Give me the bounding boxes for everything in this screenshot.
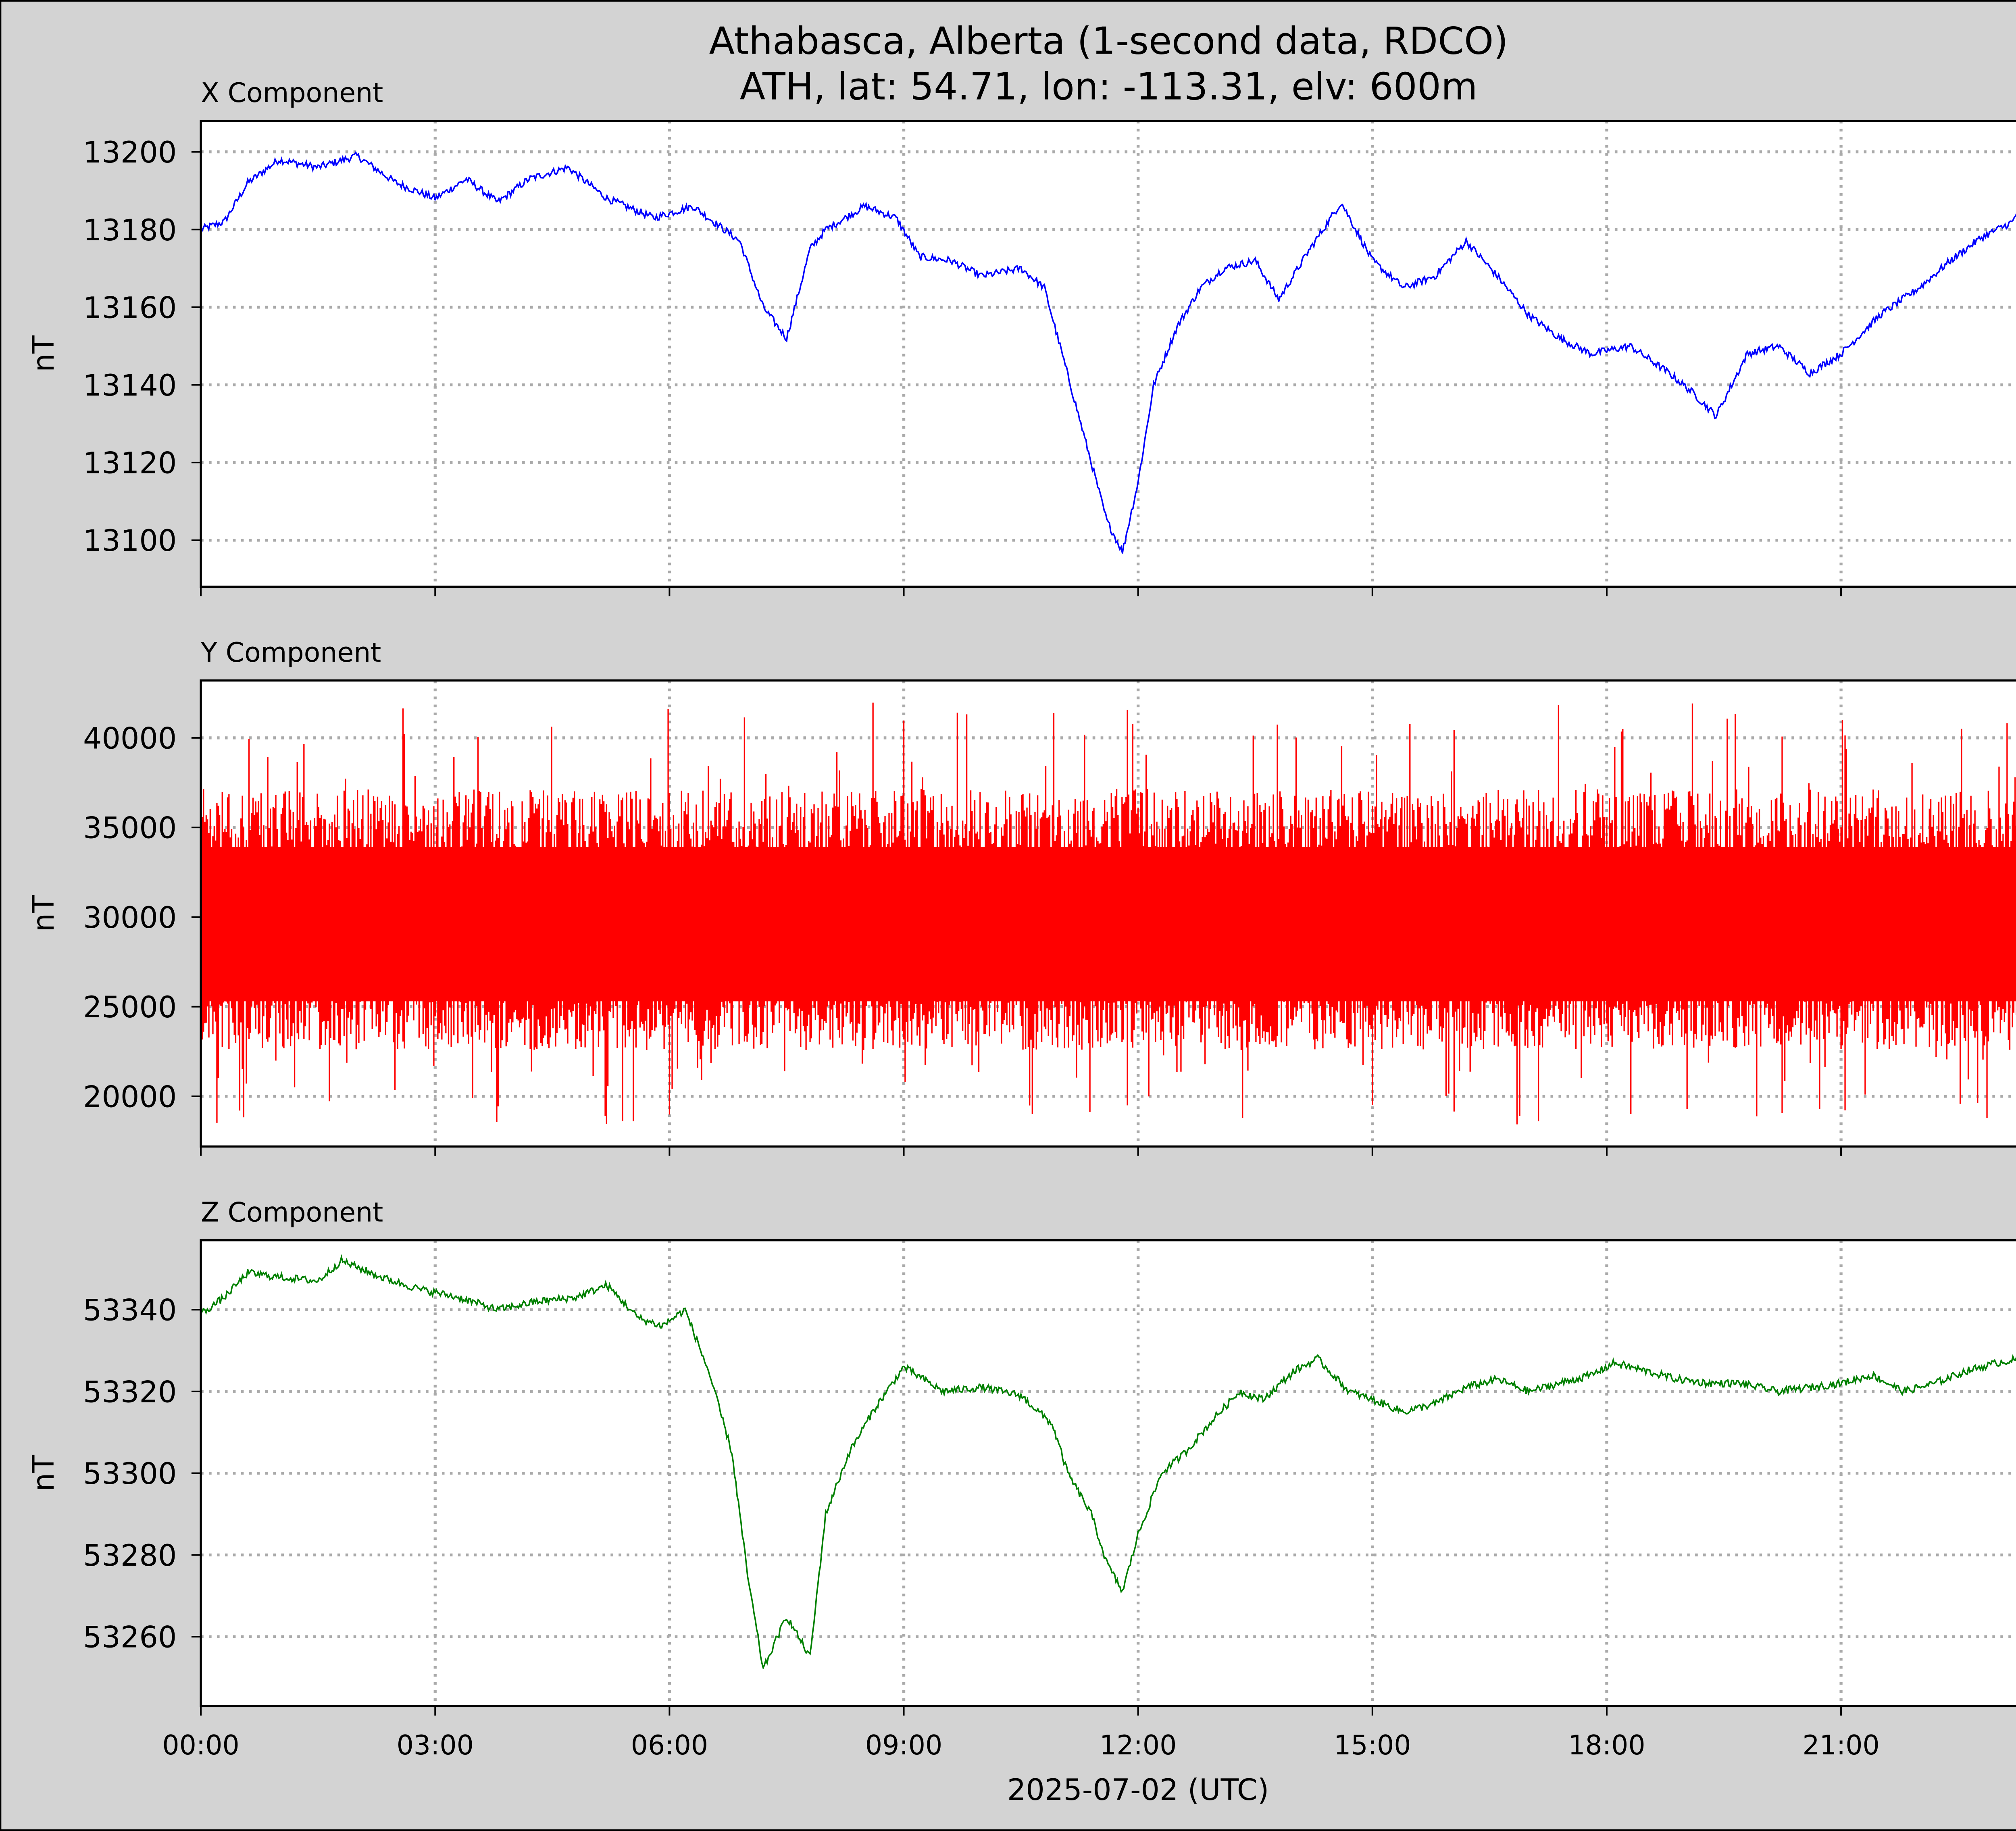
x-tick-label: 12:00 — [1100, 1729, 1177, 1761]
x-tick-label: 18:00 — [1568, 1729, 1645, 1761]
figure-subtitle: ATH, lat: 54.71, lon: -113.31, elv: 600m — [740, 65, 1478, 108]
panel-title-x: X Component — [201, 77, 383, 108]
figure-title: Athabasca, Alberta (1-second data, RDCO) — [709, 19, 1508, 63]
plot-frame-x — [200, 119, 2016, 588]
y-tick-label-y: 35000 — [83, 811, 177, 846]
y-tick-label-z: 53320 — [83, 1375, 177, 1409]
y-tick-label-x: 13100 — [83, 524, 177, 558]
y-tick-label-x: 13140 — [83, 369, 177, 403]
y-tick-label-y: 40000 — [83, 721, 177, 756]
panel-x: X Component nT 13100 13120 13140 13160 13180 13… — [27, 77, 2016, 596]
plot-frame-y — [200, 679, 2016, 1148]
x-tick-label: 06:00 — [631, 1729, 708, 1761]
panel-y: Y Component nT 20000 25000 30000 35000 40000 — [27, 637, 2016, 1156]
x-tick-label: 21:00 — [1802, 1729, 1879, 1761]
y-tick-label-z: 53280 — [83, 1539, 177, 1573]
x-tick-label: 15:00 — [1334, 1729, 1411, 1761]
panel-title-z: Z Component — [201, 1196, 383, 1228]
panel-title-y: Y Component — [200, 637, 381, 668]
y-axis-label-z: nT — [27, 1455, 61, 1491]
x-tick-label: 03:00 — [397, 1729, 474, 1761]
series-line-x — [200, 151, 2016, 554]
y-tick-label-x: 13180 — [83, 213, 177, 248]
y-tick-label-x: 13200 — [83, 135, 177, 170]
plot-area-x — [201, 121, 2016, 587]
x-tick-label: 00:00 — [162, 1729, 239, 1761]
y-tick-label-z: 53260 — [83, 1621, 177, 1655]
y-tick-label-y: 20000 — [83, 1080, 177, 1114]
y-axis-label-x: nT — [27, 335, 61, 372]
y-tick-label-x: 13160 — [83, 291, 177, 325]
x-axis-label: 2025-07-02 (UTC) — [1007, 1773, 1269, 1807]
series-line-z — [200, 1254, 2016, 1670]
panel-z: Z Component nT 00:00 03:00 06:00 09:00 12:00 15… — [27, 1196, 2016, 1761]
plot-frame-z — [200, 1239, 2016, 1708]
y-axis-label-y: nT — [27, 895, 61, 932]
y-tick-label-y: 25000 — [83, 990, 177, 1025]
x-tick-label: 09:00 — [865, 1729, 942, 1761]
y-tick-label-z: 53340 — [83, 1294, 177, 1328]
y-tick-label-y: 30000 — [83, 901, 177, 935]
y-tick-label-z: 53300 — [83, 1457, 177, 1491]
y-tick-label-x: 13120 — [83, 446, 177, 481]
panels: X Component nT 13100 13120 13140 13160 13180 13… — [27, 77, 2016, 1761]
